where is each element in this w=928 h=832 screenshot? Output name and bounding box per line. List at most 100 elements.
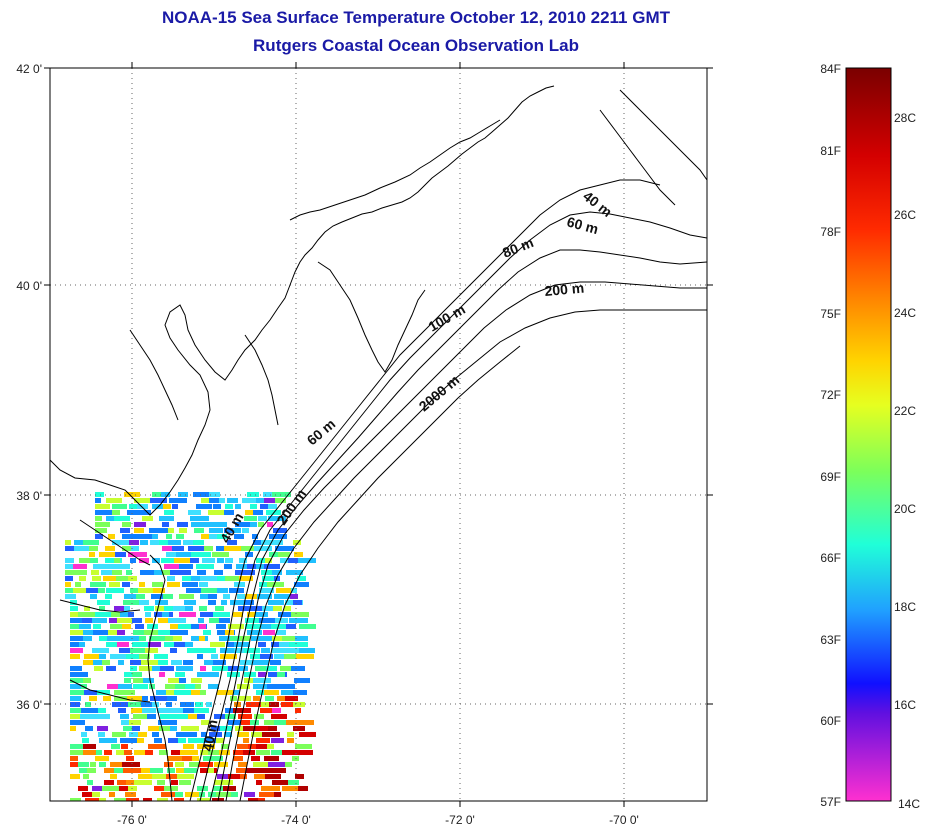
sst-pixel (291, 666, 305, 671)
sst-pixel (279, 744, 295, 749)
sst-pixel (106, 642, 124, 647)
sst-pixel (89, 546, 98, 551)
sst-pixel (114, 696, 128, 701)
sst-pixel (220, 654, 237, 659)
sst-pixel (275, 618, 288, 623)
sst-pixel (171, 660, 182, 665)
sst-pixel (73, 564, 87, 569)
sst-pixel (111, 612, 120, 617)
sst-pixel (180, 702, 194, 707)
sst-pixel (150, 696, 167, 701)
sst-pixel (250, 522, 257, 527)
sst-pixel (163, 504, 171, 509)
sst-pixel (92, 576, 101, 581)
sst-pixel (126, 654, 145, 659)
sst-pixel (117, 642, 129, 647)
sst-pixel (225, 504, 233, 509)
sst-pixel (191, 678, 202, 683)
sst-pixel (95, 528, 107, 533)
sst-pixel (137, 738, 144, 743)
sst-pixel (177, 774, 187, 779)
sst-pixel (206, 702, 212, 707)
sst-pixel (233, 756, 243, 761)
sst-pixel (244, 792, 255, 797)
sst-pixel (191, 690, 203, 695)
sst-pixel (91, 570, 99, 575)
sst-pixel (235, 726, 250, 731)
sst-pixel (128, 612, 134, 617)
sst-pixel (171, 780, 178, 785)
sst-pixel (65, 576, 73, 581)
sst-pixel (112, 732, 126, 737)
sst-pixel (245, 552, 253, 557)
sst-pixel (200, 612, 219, 617)
sst-pixel (175, 672, 185, 677)
sst-pixel (224, 528, 236, 533)
sst-pixel (70, 672, 88, 677)
sst-pixel (105, 558, 122, 563)
sst-pixel (254, 714, 264, 719)
sst-pixel (82, 618, 101, 623)
sst-pixel (245, 594, 258, 599)
sst-pixel (235, 570, 244, 575)
sst-pixel (294, 552, 303, 557)
sst-pixel (287, 738, 294, 743)
sst-pixel (197, 570, 206, 575)
sst-pixel (209, 732, 222, 737)
sst-pixel (196, 504, 212, 509)
sst-pixel (213, 504, 221, 509)
sst-pixel (122, 546, 135, 551)
sst-pixel (131, 768, 143, 773)
sst-pixel (197, 600, 213, 605)
sst-pixel (227, 672, 240, 677)
sst-pixel (111, 744, 120, 749)
sst-pixel (258, 798, 265, 801)
sst-pixel (185, 684, 198, 689)
sst-pixel (271, 750, 282, 755)
sst-pixel (141, 702, 154, 707)
sst-pixel (89, 552, 95, 557)
sst-pixel (192, 756, 199, 761)
sst-pixel (251, 756, 260, 761)
isobath-label: 2000 m (416, 372, 463, 415)
sst-pixel (155, 600, 168, 605)
sst-pixel (281, 702, 293, 707)
sst-pixel (136, 594, 145, 599)
sst-pixel (174, 690, 191, 695)
sst-pixel (259, 618, 277, 623)
sst-pixel (132, 726, 141, 731)
sst-pixel (70, 696, 81, 701)
sst-pixel (289, 768, 302, 773)
sst-pixel (191, 552, 205, 557)
sst-pixel (228, 774, 240, 779)
sst-pixel (134, 780, 152, 785)
sst-pixel (78, 612, 97, 617)
sst-pixel (148, 642, 161, 647)
sst-pixel (65, 582, 71, 587)
sst-pixel (224, 564, 232, 569)
sst-pixel (148, 726, 166, 731)
sst-pixel (230, 696, 237, 701)
sst-pixel (258, 672, 266, 677)
sst-pixel (142, 516, 153, 521)
sst-pixel (65, 558, 74, 563)
sst-pixel (158, 720, 177, 725)
sst-pixel (247, 630, 262, 635)
sst-pixel (246, 768, 263, 773)
sst-pixel (265, 774, 281, 779)
sst-pixel (121, 744, 128, 749)
sst-pixel (145, 612, 151, 617)
sst-pixel (107, 636, 125, 641)
sst-pixel (191, 522, 208, 527)
sst-pixel (262, 768, 276, 773)
sst-pixel (293, 726, 305, 731)
sst-pixel (228, 624, 244, 629)
sst-pixel (161, 558, 178, 563)
sst-pixel (195, 702, 203, 707)
sst-pixel (299, 732, 316, 737)
sst-pixel (252, 534, 258, 539)
sst-pixel (70, 708, 82, 713)
sst-pixel (83, 774, 89, 779)
sst-pixel (133, 678, 146, 683)
sst-pixel (139, 636, 146, 641)
